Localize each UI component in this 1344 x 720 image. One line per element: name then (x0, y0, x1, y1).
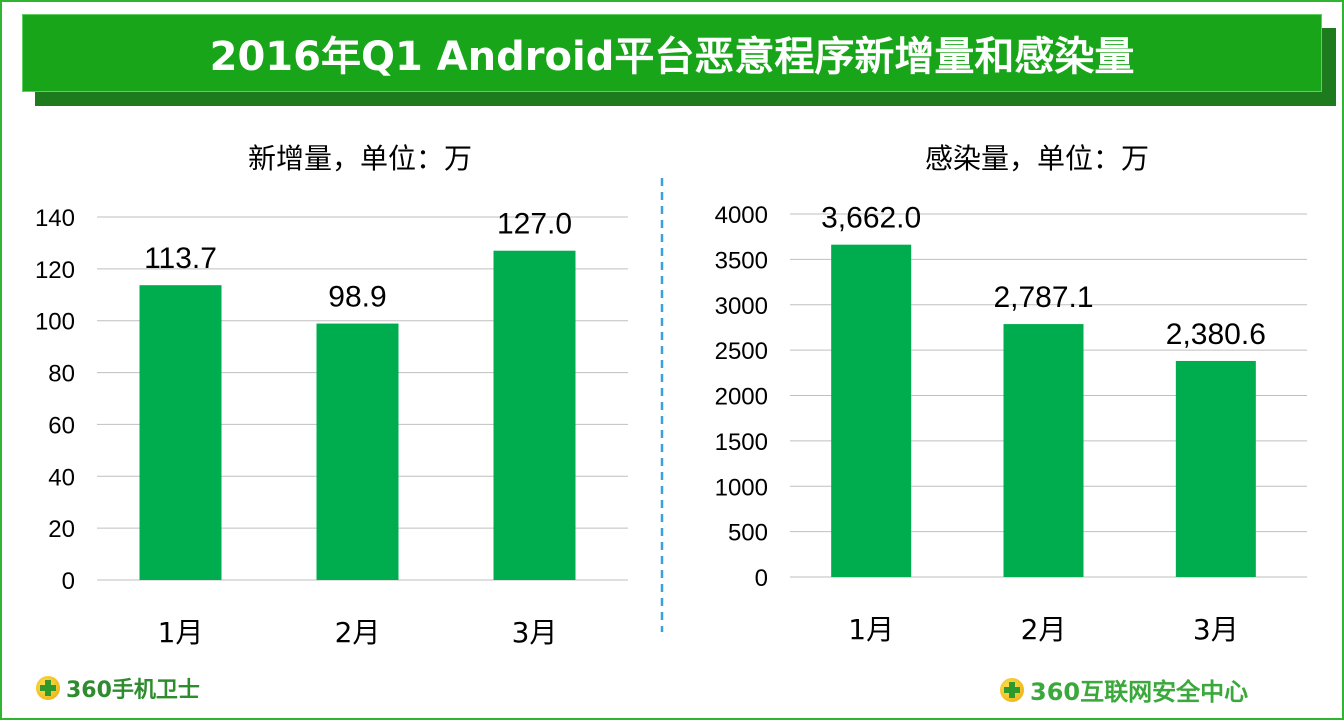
data-label: 3,662.0 (821, 202, 921, 235)
x-tick-label: 2月 (335, 616, 381, 649)
y-tick-label: 4000 (715, 202, 768, 229)
y-tick-label: 500 (728, 520, 768, 547)
data-label: 2,787.1 (993, 281, 1093, 314)
y-tick-label: 120 (35, 257, 75, 284)
y-tick-label: 100 (35, 309, 75, 336)
y-tick-label: 0 (62, 568, 75, 595)
y-tick-label: 1000 (715, 474, 768, 501)
360-logo-icon (36, 676, 60, 700)
y-tick-label: 80 (48, 361, 75, 388)
logo-360-mobile-guard: 360手机卫士 (36, 672, 200, 704)
y-tick-label: 1500 (715, 429, 768, 456)
chart-title: 新增量，单位：万 (248, 142, 472, 175)
y-tick-label: 140 (35, 205, 75, 232)
x-tick-label: 2月 (1021, 613, 1067, 646)
x-tick-label: 3月 (512, 616, 558, 649)
data-label: 98.9 (328, 281, 386, 314)
y-tick-label: 40 (48, 464, 75, 491)
bar-1月 (831, 244, 912, 577)
bar-2月 (1003, 324, 1084, 577)
x-tick-label: 1月 (848, 613, 894, 646)
logo-left-text: 360手机卫士 (66, 678, 200, 703)
360-laurel-logo-icon (1000, 677, 1024, 702)
data-label: 2,380.6 (1166, 318, 1266, 351)
page-title: 2016年Q1 Android平台恶意程序新增量和感染量 (22, 14, 1322, 92)
data-label: 127.0 (497, 208, 572, 241)
x-tick-label: 1月 (158, 616, 204, 649)
y-tick-label: 3500 (715, 247, 768, 274)
chart-title: 感染量，单位：万 (925, 142, 1149, 175)
y-tick-label: 0 (755, 565, 768, 592)
y-tick-label: 2000 (715, 384, 768, 411)
y-tick-label: 3000 (715, 293, 768, 320)
logo-right-text: 360互联网安全中心 (1030, 678, 1249, 706)
bar-3月 (1175, 360, 1256, 577)
bar-1月 (139, 285, 222, 580)
y-tick-label: 60 (48, 412, 75, 439)
x-tick-label: 3月 (1193, 613, 1239, 646)
bar-3月 (493, 250, 576, 580)
data-label: 113.7 (144, 242, 217, 275)
logo-360-security-center: 360互联网安全中心 (1000, 672, 1248, 707)
y-tick-label: 2500 (715, 338, 768, 365)
bar-2月 (316, 323, 399, 580)
y-tick-label: 20 (48, 516, 75, 543)
